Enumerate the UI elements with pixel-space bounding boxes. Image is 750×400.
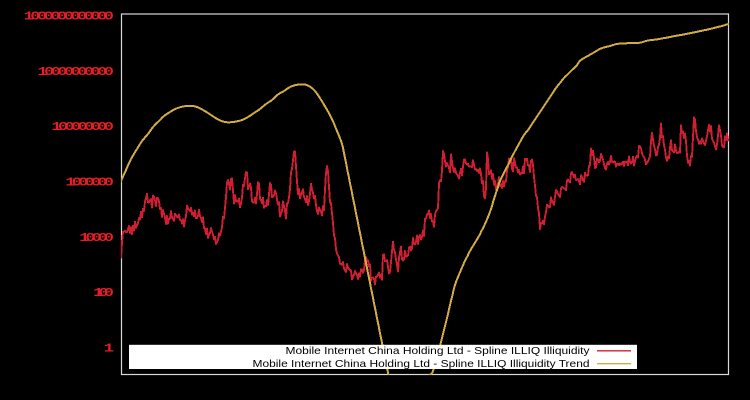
svg-text:1: 1 [104, 343, 114, 356]
svg-text:Mobile Internet China Holding: Mobile Internet China Holding Ltd - Spli… [253, 358, 590, 370]
svg-text:1000000: 1000000 [65, 177, 114, 190]
svg-text:10000000000: 10000000000 [37, 66, 114, 79]
svg-text:10000: 10000 [79, 232, 114, 245]
svg-text:1000000000000: 1000000000000 [24, 11, 114, 24]
svg-text:Mobile Internet China Holding: Mobile Internet China Holding Ltd - Spli… [286, 345, 591, 357]
svg-text:100: 100 [93, 287, 114, 300]
svg-text:100000000: 100000000 [51, 121, 114, 134]
